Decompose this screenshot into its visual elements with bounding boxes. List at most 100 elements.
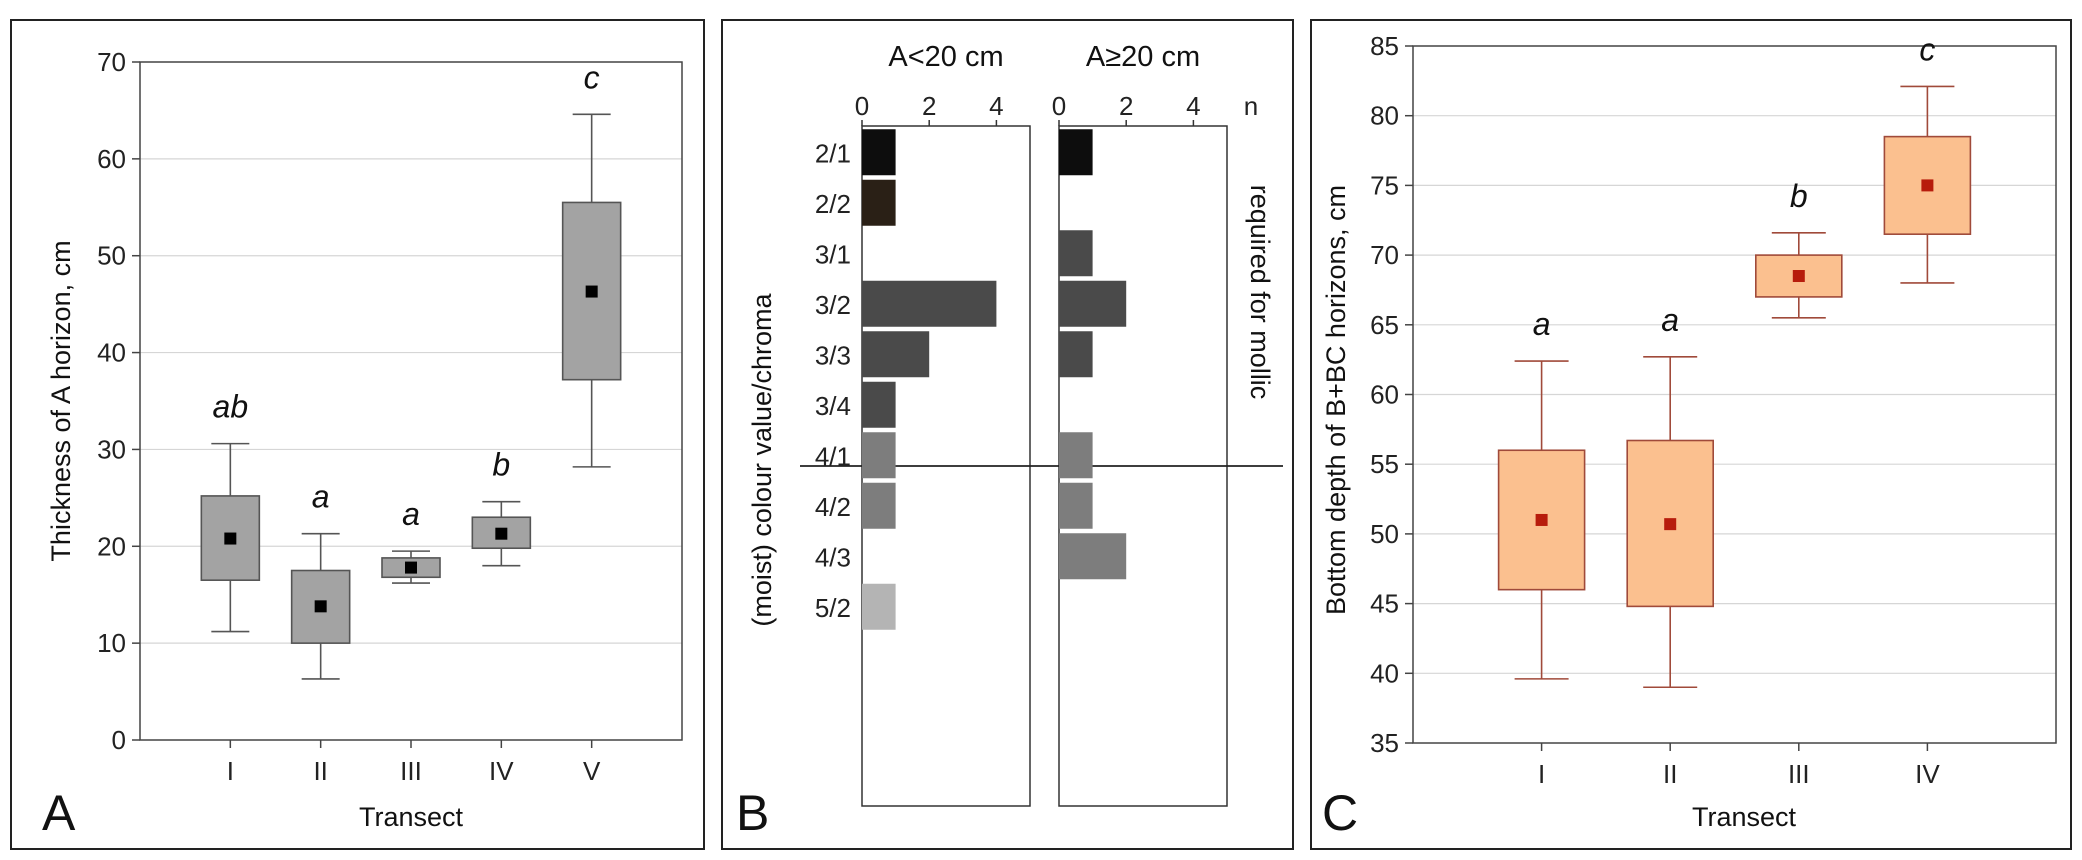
panel-b-frame xyxy=(721,19,1294,850)
b-x-tick-label: 0 xyxy=(1052,91,1066,121)
a-y-tick-label: 60 xyxy=(97,144,126,174)
a-y-tick-label: 70 xyxy=(97,47,126,77)
b-bar xyxy=(862,179,896,226)
b-category-label: 4/2 xyxy=(815,492,851,522)
b-bar xyxy=(1059,230,1093,277)
a-y-tick-label: 10 xyxy=(97,628,126,658)
c-boxes: a a b c xyxy=(1497,31,1972,689)
b-category-label: 5/2 xyxy=(815,593,851,623)
a-y-tick-label: 30 xyxy=(97,434,126,464)
b-category-label: 2/2 xyxy=(815,189,851,219)
c-y-tick-label: 50 xyxy=(1370,519,1399,549)
c-y-tick-label: 60 xyxy=(1370,380,1399,410)
b-bar xyxy=(862,280,997,327)
b-category-label: 3/4 xyxy=(815,391,851,421)
c-median-marker xyxy=(1664,518,1677,531)
c-x-tick-label: III xyxy=(1788,759,1810,789)
a-y-tick-label: 20 xyxy=(97,531,126,561)
a-group-letter: b xyxy=(492,447,510,483)
a-median-marker xyxy=(405,561,417,574)
panel-a-frame xyxy=(10,19,705,850)
b-x-axis-unit: n xyxy=(1244,91,1258,121)
b-category-labels: 2/1 2/2 3/1 3/2 3/3 3/4 4/1 4/2 4/3 5/2 xyxy=(815,138,851,623)
c-x-tick-label: I xyxy=(1538,759,1545,789)
c-panel-letter: C xyxy=(1322,785,1358,841)
a-x-tick-label: I xyxy=(227,756,234,786)
a-boxes: aba abc xyxy=(200,59,622,680)
b-bar xyxy=(1059,280,1127,327)
b-x-tick-label: 2 xyxy=(922,91,936,121)
b-category-label: 4/1 xyxy=(815,441,851,471)
c-y-tick-label: 35 xyxy=(1370,728,1399,758)
b-y-axis-title: (moist) colour value/chroma xyxy=(747,292,777,626)
c-x-tick-label: II xyxy=(1663,759,1677,789)
b-x-ticks: 0 2 4 0 2 4 xyxy=(855,91,1201,126)
a-y-tick-label: 40 xyxy=(97,338,126,368)
a-group-letter: a xyxy=(402,496,420,532)
a-group-letter: c xyxy=(584,59,600,95)
b-category-label: 3/2 xyxy=(815,290,851,320)
b-bar xyxy=(1059,482,1093,529)
c-median-marker xyxy=(1535,513,1548,526)
a-x-axis-title: Transect xyxy=(359,802,464,832)
b-category-label: 3/1 xyxy=(815,239,851,269)
a-x-tick-label: IV xyxy=(489,756,514,786)
a-y-tick-label: 0 xyxy=(112,725,126,755)
b-bar xyxy=(1059,331,1093,378)
c-y-tick-label: 65 xyxy=(1370,310,1399,340)
c-median-marker xyxy=(1921,179,1934,192)
c-y-tick-label: 75 xyxy=(1370,170,1399,200)
b-bars xyxy=(862,129,1127,630)
b-category-label: 4/3 xyxy=(815,542,851,572)
c-group-letter: c xyxy=(1919,31,1935,67)
c-group-letter: a xyxy=(1661,302,1679,338)
b-x-tick-label: 2 xyxy=(1119,91,1133,121)
a-median-marker xyxy=(585,285,598,298)
a-group-letter: a xyxy=(312,479,330,515)
c-y-tick-label: 40 xyxy=(1370,658,1399,688)
panel-b: 0 2 4 0 2 4 2/1 2/2 3/1 3/2 3/3 3/4 4/1 4/2 4/3 5/2 A<… xyxy=(736,41,1283,841)
c-y-axis-title: Bottom depth of B+BC horizons, cm xyxy=(1321,185,1351,615)
b-series-1-title: A<20 cm xyxy=(888,41,1003,73)
a-median-marker xyxy=(224,532,237,545)
c-group-letter: b xyxy=(1790,178,1808,214)
b-bar xyxy=(1059,129,1093,176)
a-group-letter: ab xyxy=(213,389,249,425)
c-y-tick-label: 85 xyxy=(1370,31,1399,61)
b-category-label: 3/3 xyxy=(815,340,851,370)
a-x-tick-label: III xyxy=(400,756,422,786)
b-bar xyxy=(862,381,896,428)
c-y-tick-label: 55 xyxy=(1370,449,1399,479)
b-x-tick-label: 4 xyxy=(1186,91,1200,121)
a-x-tick-label: V xyxy=(583,756,601,786)
b-panel-letter: B xyxy=(736,785,769,841)
c-y-tick-label: 45 xyxy=(1370,589,1399,619)
c-y-tick-label: 70 xyxy=(1370,240,1399,270)
b-bar xyxy=(862,482,896,529)
c-y-tick-label: 80 xyxy=(1370,101,1399,131)
b-bar xyxy=(1059,432,1093,479)
c-x-tick-label: IV xyxy=(1915,759,1940,789)
b-bar xyxy=(862,129,896,176)
a-y-axis-title: Thickness of A horizon, cm xyxy=(46,240,76,561)
b-bar xyxy=(862,583,896,630)
c-group-letter: a xyxy=(1533,306,1551,342)
b-bar xyxy=(1059,533,1127,580)
c-x-axis-title: Transect xyxy=(1692,802,1797,832)
b-right-label: required for mollic xyxy=(1245,185,1275,400)
b-series-2-title: A≥20 cm xyxy=(1086,41,1200,73)
b-x-tick-label: 4 xyxy=(989,91,1003,121)
b-bar xyxy=(862,432,896,479)
b-category-label: 2/1 xyxy=(815,138,851,168)
a-y-tick-label: 50 xyxy=(97,241,126,271)
b-bar xyxy=(862,331,930,378)
c-median-marker xyxy=(1792,270,1805,283)
a-x-tick-label: II xyxy=(313,756,327,786)
a-median-marker xyxy=(495,527,508,540)
a-median-marker xyxy=(314,600,327,613)
